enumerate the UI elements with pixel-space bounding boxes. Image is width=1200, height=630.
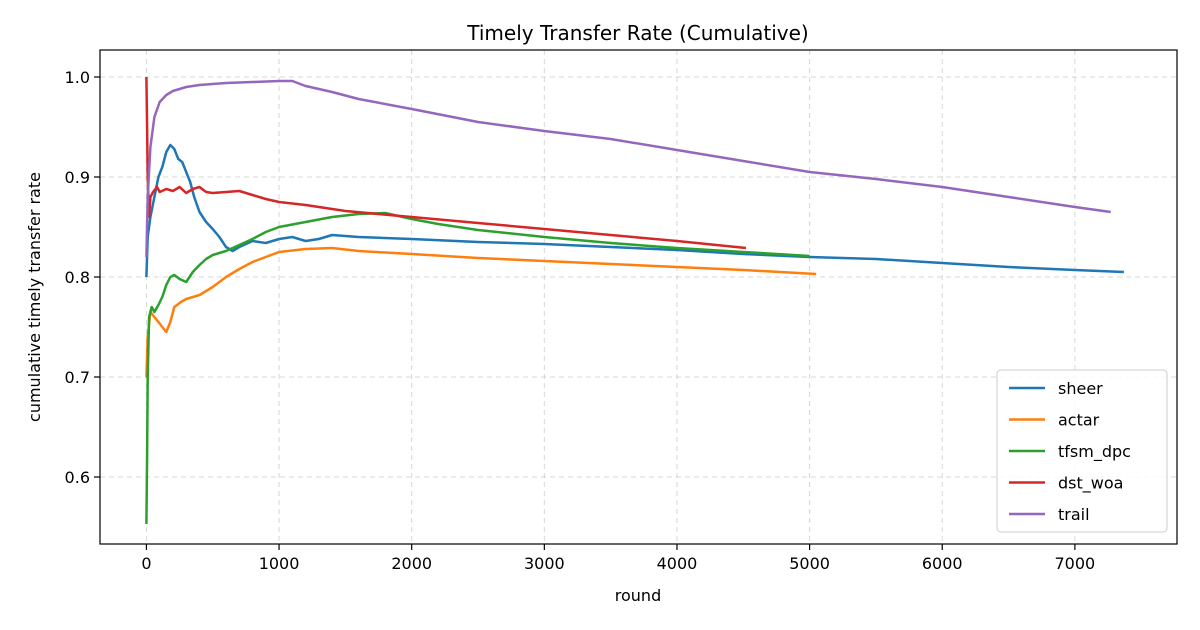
tick-layer: 0 1000 2000 3000 4000 5000 6000 7000 0.6 0.7 0.8 0.… [65,68,1096,573]
x-tick-label: 5000 [789,554,830,573]
x-tick-label: 2000 [391,554,432,573]
y-tick-label: 0.7 [65,368,90,387]
grid-layer [100,50,1177,544]
y-tick-label: 1.0 [65,68,90,87]
series-line-trail [145,79,1111,258]
chart-title: Timely Transfer Rate (Cumulative) [466,21,808,45]
x-tick-label: 1000 [259,554,300,573]
series-line-dst-woa [145,76,747,250]
x-tick-label: 3000 [524,554,565,573]
y-axis-label: cumulative timely transfer rate [25,172,44,422]
legend-label-dst-woa: dst_woa [1058,474,1123,494]
y-tick-label: 0.6 [65,468,90,487]
plot-frame [99,49,1178,545]
y-tick-label: 0.9 [65,168,90,187]
x-tick-label: 7000 [1055,554,1096,573]
legend-label-tfsm-dpc: tfsm_dpc [1058,442,1131,462]
legend-label-trail: trail [1058,505,1090,524]
legend-box [996,369,1168,533]
y-tick-label: 0.8 [65,268,90,287]
x-axis-label: round [615,586,661,605]
x-tick-label: 4000 [657,554,698,573]
x-tick-label: 6000 [922,554,963,573]
series-line-tfsm-dpc [145,211,810,525]
legend-label-sheer: sheer [1058,379,1103,398]
legend-label-actar: actar [1058,411,1100,430]
x-tick-label: 0 [141,554,151,573]
series-layer [145,76,1124,525]
series-line-actar [145,246,817,378]
series-line-sheer [145,143,1124,278]
